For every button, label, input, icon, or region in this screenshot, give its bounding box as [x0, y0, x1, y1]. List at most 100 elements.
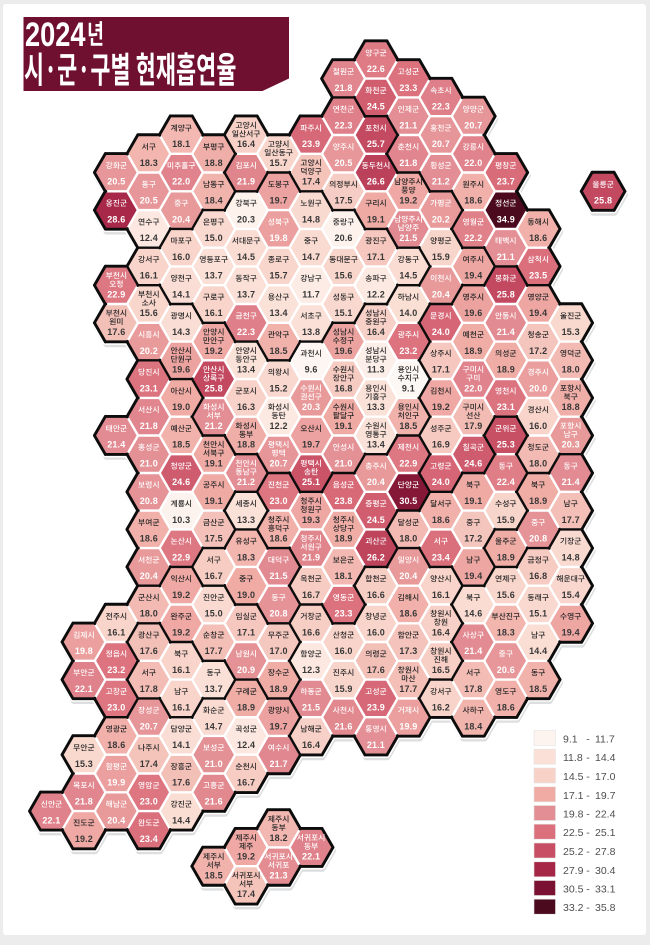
svg-text:19.2: 19.2 — [399, 196, 417, 206]
svg-text:19.1: 19.1 — [464, 496, 482, 506]
svg-text:16.4: 16.4 — [367, 327, 385, 337]
svg-text:-: - — [586, 734, 590, 746]
svg-text:19.1: 19.1 — [334, 421, 352, 431]
svg-text:14.4: 14.4 — [595, 752, 616, 764]
svg-text:19.6: 19.6 — [172, 365, 190, 375]
svg-text:17.6: 17.6 — [172, 778, 190, 788]
svg-text:16.4: 16.4 — [432, 628, 450, 638]
svg-text:16.6: 16.6 — [367, 590, 385, 600]
svg-text:23.1: 23.1 — [140, 383, 158, 393]
svg-text:18.4: 18.4 — [205, 196, 223, 206]
svg-text:23.4: 23.4 — [140, 834, 158, 844]
svg-text:21.4: 21.4 — [464, 646, 482, 656]
svg-text:15.6: 15.6 — [497, 590, 515, 600]
svg-text:20.5: 20.5 — [107, 177, 125, 187]
svg-text:19.7: 19.7 — [270, 721, 288, 731]
svg-text:19.8: 19.8 — [75, 646, 93, 656]
svg-text:21.8: 21.8 — [140, 421, 158, 431]
svg-text:19.8: 19.8 — [270, 233, 288, 243]
svg-text:20.4: 20.4 — [432, 289, 450, 299]
svg-text:-: - — [586, 865, 590, 877]
svg-text:14.1: 14.1 — [172, 289, 190, 299]
svg-text:16.0: 16.0 — [367, 628, 385, 638]
svg-text:21.6: 21.6 — [334, 721, 352, 731]
svg-text:18.1: 18.1 — [334, 571, 352, 581]
svg-text:33.2: 33.2 — [563, 902, 584, 914]
svg-text:22.1: 22.1 — [42, 815, 60, 825]
svg-text:22.9: 22.9 — [107, 289, 125, 299]
svg-text:21.6: 21.6 — [205, 797, 223, 807]
svg-text:18.6: 18.6 — [464, 196, 482, 206]
svg-text:20.8: 20.8 — [140, 496, 158, 506]
svg-text:18.6: 18.6 — [107, 740, 125, 750]
svg-text:19.2: 19.2 — [172, 628, 190, 638]
svg-text:16.1: 16.1 — [205, 308, 223, 318]
svg-text:18.0: 18.0 — [529, 458, 547, 468]
svg-text:21.4: 21.4 — [497, 327, 515, 337]
svg-text:14.5: 14.5 — [563, 771, 584, 783]
svg-text:16.6: 16.6 — [302, 628, 320, 638]
svg-text:15.3: 15.3 — [75, 759, 93, 769]
svg-text:18.3: 18.3 — [497, 628, 515, 638]
svg-text:21.1: 21.1 — [399, 120, 417, 130]
svg-text:23.0: 23.0 — [270, 496, 288, 506]
svg-text:15.0: 15.0 — [205, 233, 223, 243]
svg-text:24.5: 24.5 — [367, 102, 385, 112]
svg-text:21.1: 21.1 — [497, 252, 515, 262]
svg-text:18.6: 18.6 — [497, 703, 515, 713]
svg-text:19.6: 19.6 — [334, 346, 352, 356]
svg-text:-: - — [586, 902, 590, 914]
svg-text:21.8: 21.8 — [334, 83, 352, 93]
svg-text:17.2: 17.2 — [529, 346, 547, 356]
svg-text:19.2: 19.2 — [237, 852, 255, 862]
svg-text:35.8: 35.8 — [595, 902, 616, 914]
svg-text:15.9: 15.9 — [497, 515, 515, 525]
svg-text:21.4: 21.4 — [562, 477, 580, 487]
svg-text:19.1: 19.1 — [367, 214, 385, 224]
svg-text:22.4: 22.4 — [497, 477, 515, 487]
svg-text:11.7: 11.7 — [595, 734, 615, 746]
svg-text:16.1: 16.1 — [140, 271, 158, 281]
svg-text:20.4: 20.4 — [107, 815, 125, 825]
svg-text:14.7: 14.7 — [205, 721, 223, 731]
svg-text:14.4: 14.4 — [172, 815, 190, 825]
svg-text:20.5: 20.5 — [140, 196, 158, 206]
svg-text:17.2: 17.2 — [464, 534, 482, 544]
svg-text:27.8: 27.8 — [595, 846, 616, 858]
svg-text:18.9: 18.9 — [464, 346, 482, 356]
svg-text:19.4: 19.4 — [464, 571, 482, 581]
svg-text:19.9: 19.9 — [107, 778, 125, 788]
svg-text:14.3: 14.3 — [172, 327, 190, 337]
svg-text:17.0: 17.0 — [595, 771, 616, 783]
svg-text:17.4: 17.4 — [140, 759, 158, 769]
svg-text:-: - — [586, 809, 590, 821]
svg-text:20.7: 20.7 — [432, 139, 450, 149]
svg-text:17.8: 17.8 — [140, 684, 158, 694]
svg-text:14.8: 14.8 — [562, 552, 580, 562]
svg-text:16.1: 16.1 — [172, 703, 190, 713]
svg-text:21.0: 21.0 — [205, 759, 223, 769]
svg-text:20.4: 20.4 — [367, 477, 385, 487]
svg-text:18.5: 18.5 — [399, 421, 417, 431]
svg-text:14.8: 14.8 — [302, 214, 320, 224]
svg-text:15.4: 15.4 — [562, 590, 580, 600]
svg-text:18.6: 18.6 — [140, 534, 158, 544]
svg-text:21.1: 21.1 — [367, 740, 385, 750]
svg-text:23.5: 23.5 — [529, 271, 547, 281]
svg-text:15.1: 15.1 — [334, 308, 352, 318]
svg-text:23.1: 23.1 — [497, 402, 515, 412]
svg-text:16.8: 16.8 — [334, 383, 352, 393]
svg-text:22.0: 22.0 — [464, 383, 482, 393]
svg-text:19.0: 19.0 — [237, 590, 255, 600]
svg-text:17.3: 17.3 — [399, 646, 417, 656]
svg-text:15.2: 15.2 — [270, 383, 288, 393]
svg-text:22.3: 22.3 — [237, 327, 255, 337]
svg-text:22.0: 22.0 — [172, 177, 190, 187]
svg-text:23.0: 23.0 — [107, 703, 125, 713]
svg-text:16.0: 16.0 — [529, 421, 547, 431]
svg-text:24.6: 24.6 — [464, 458, 482, 468]
svg-text:20.6: 20.6 — [497, 665, 515, 675]
svg-text:20.0: 20.0 — [529, 383, 547, 393]
svg-text:17.1: 17.1 — [367, 252, 385, 262]
svg-text:17.6: 17.6 — [367, 665, 385, 675]
